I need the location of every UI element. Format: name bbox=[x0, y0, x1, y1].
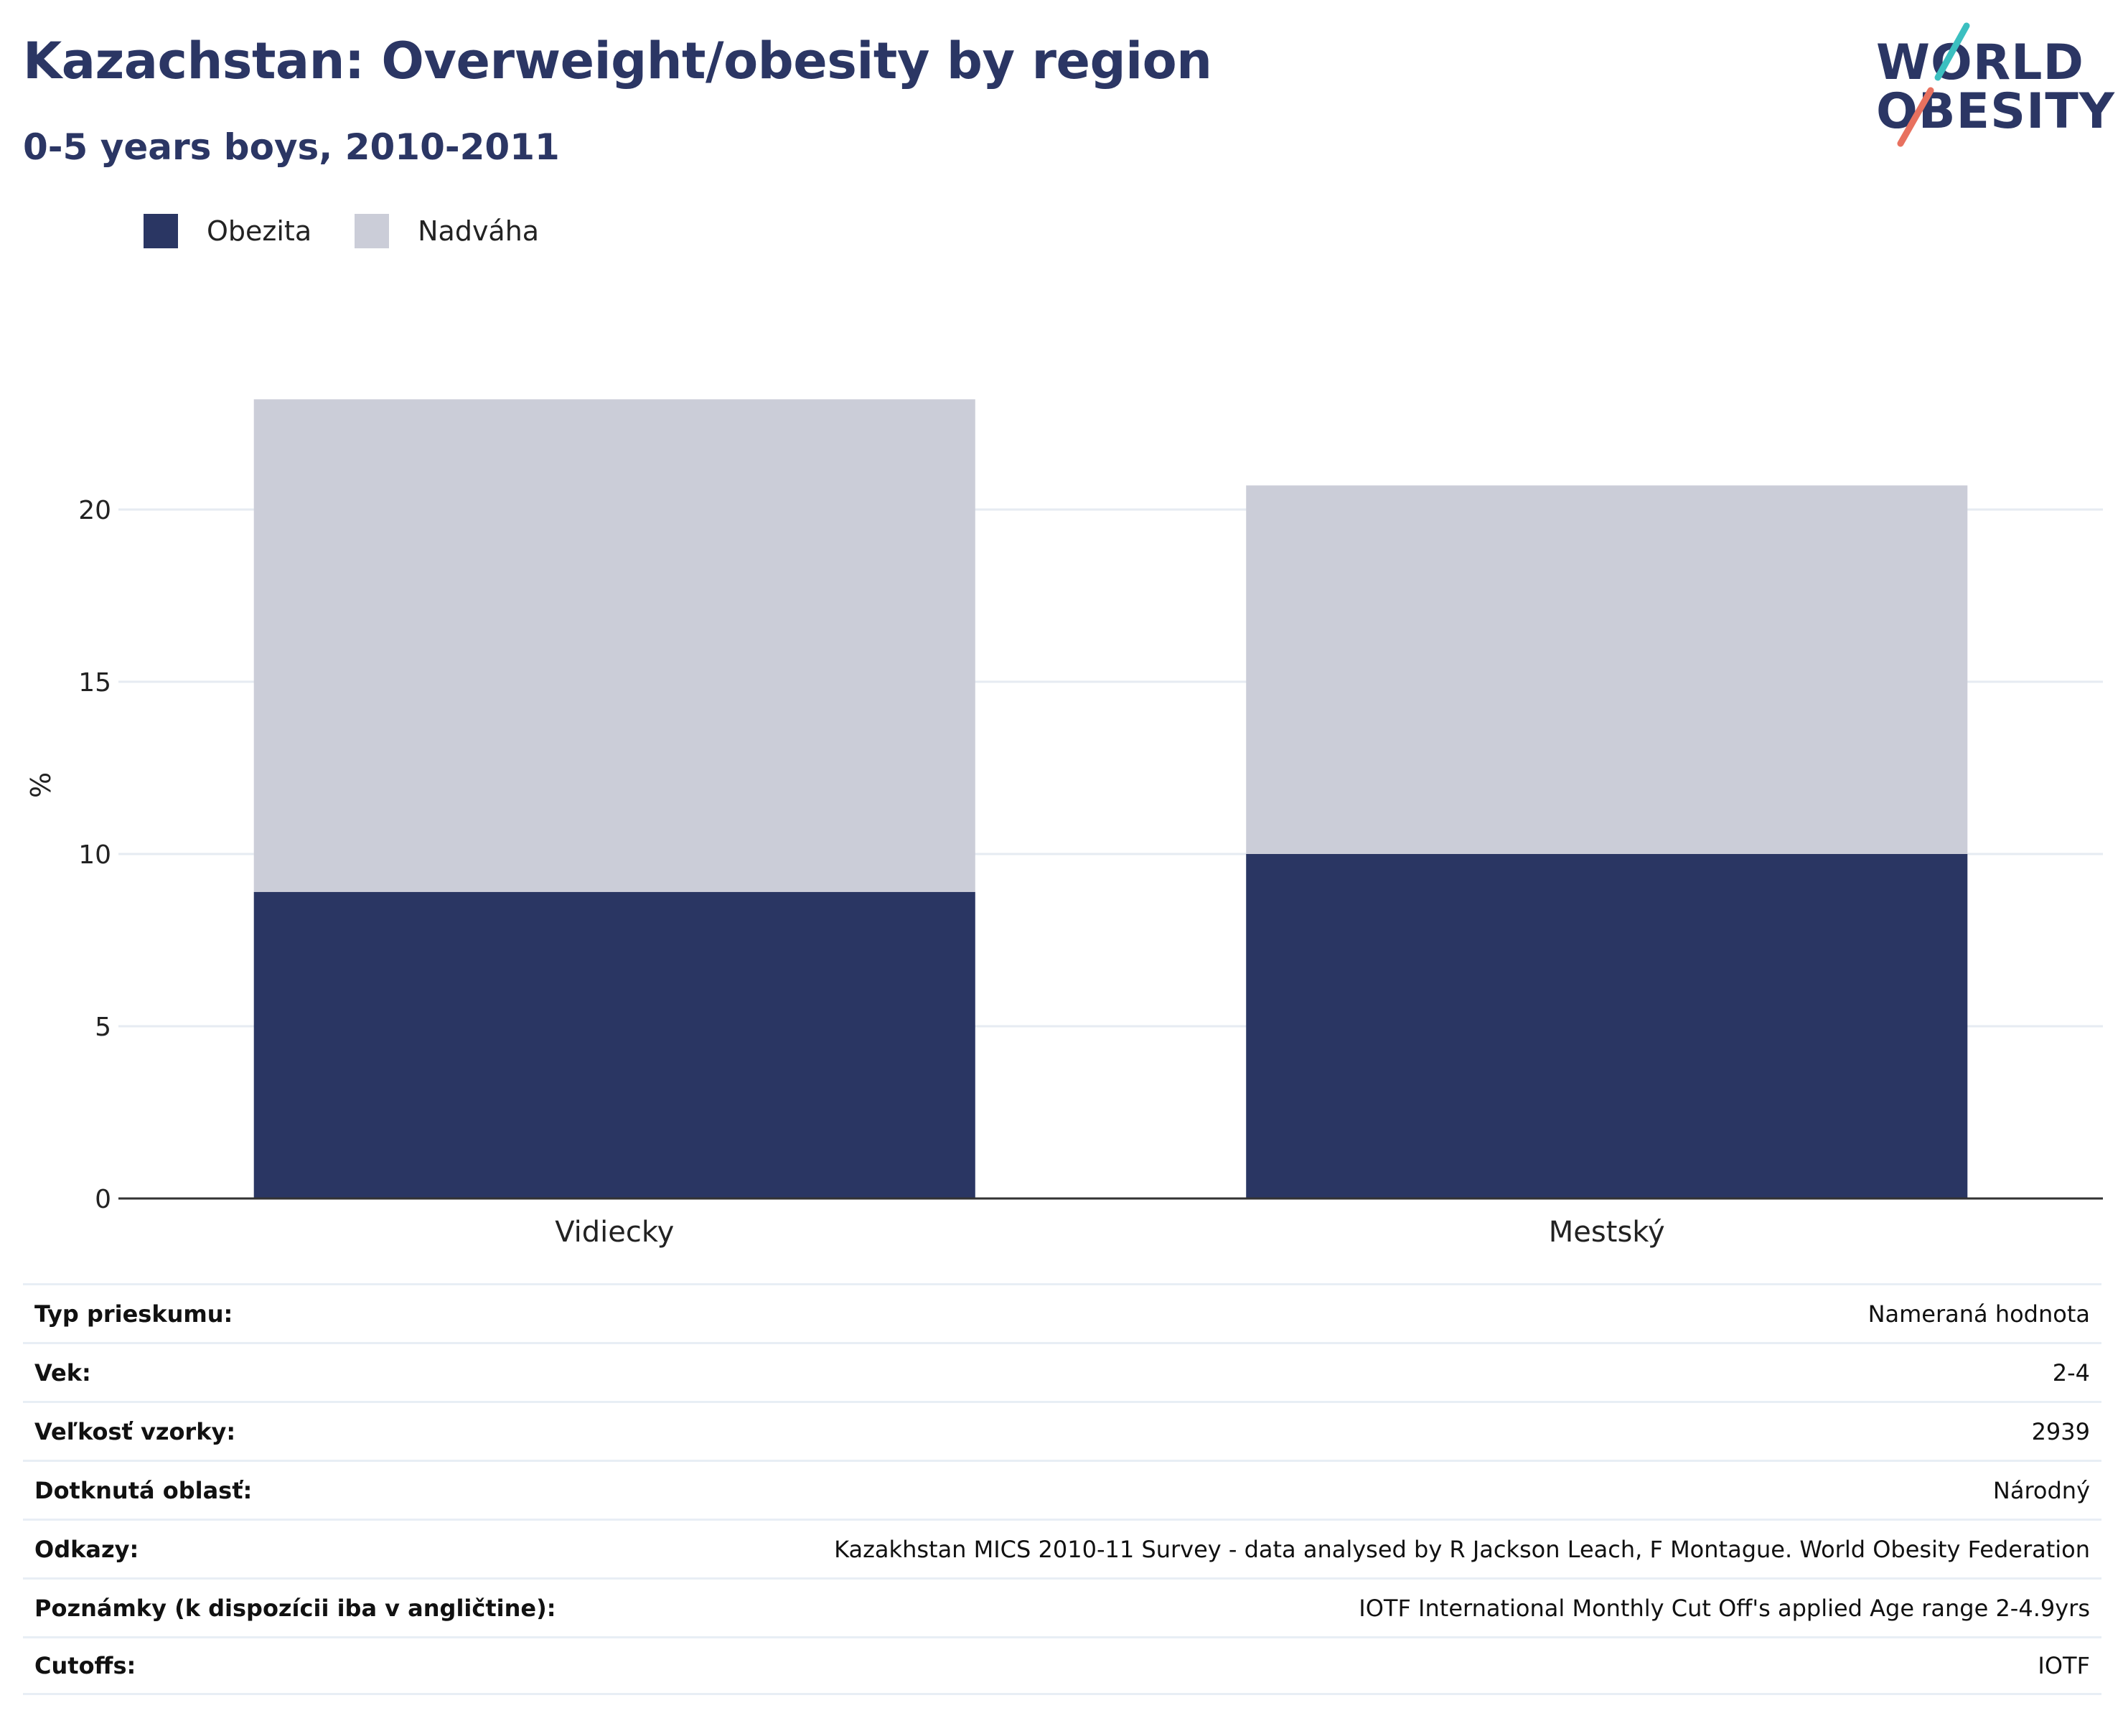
legend-item-nadvaha[interactable]: Nadváha bbox=[355, 214, 539, 248]
meta-key: Cutoffs: bbox=[34, 1652, 136, 1679]
logo-slash-icon bbox=[1897, 22, 1970, 147]
metadata-table: Typ prieskumu: Nameraná hodnota Vek: 2-4… bbox=[23, 1283, 2101, 1695]
bar-nadvaha bbox=[1246, 485, 1968, 854]
bar-obezita bbox=[253, 891, 975, 1198]
meta-key: Poznámky (k dispozícii iba v angličtine)… bbox=[34, 1594, 556, 1622]
meta-value: Nameraná hodnota bbox=[1867, 1300, 2090, 1328]
meta-value: Národný bbox=[1992, 1476, 2090, 1504]
logo-line1: WORLD bbox=[1876, 34, 2084, 91]
meta-row-sample-size: Veľkosť vzorky: 2939 bbox=[23, 1401, 2101, 1460]
x-tick-label: Vidiecky bbox=[555, 1216, 674, 1249]
legend-swatch-obezita bbox=[144, 214, 178, 248]
meta-value: Kazakhstan MICS 2010-11 Survey - data an… bbox=[834, 1535, 2090, 1563]
meta-row-area: Dotknutá oblasť: Národný bbox=[23, 1460, 2101, 1519]
meta-key: Typ prieskumu: bbox=[34, 1300, 233, 1328]
meta-key: Odkazy: bbox=[34, 1535, 139, 1563]
meta-row-cutoffs: Cutoffs: IOTF bbox=[23, 1636, 2101, 1695]
page-subtitle: 0-5 years boys, 2010-2011 bbox=[23, 126, 560, 168]
meta-value: IOTF bbox=[2038, 1652, 2090, 1679]
bar-obezita bbox=[1246, 854, 1968, 1198]
y-tick-label: 15 bbox=[78, 668, 111, 698]
page-title: Kazachstan: Overweight/obesity by region bbox=[23, 32, 1212, 90]
meta-row-survey-type: Typ prieskumu: Nameraná hodnota bbox=[23, 1283, 2101, 1342]
meta-key: Dotknutá oblasť: bbox=[34, 1476, 253, 1504]
legend-swatch-nadvaha bbox=[355, 214, 390, 248]
legend-item-obezita[interactable]: Obezita bbox=[144, 214, 311, 248]
meta-row-notes: Poznámky (k dispozícii iba v angličtine)… bbox=[23, 1577, 2101, 1636]
meta-value: IOTF International Monthly Cut Off's app… bbox=[1359, 1594, 2090, 1622]
y-tick-label: 0 bbox=[95, 1185, 111, 1214]
y-tick-label: 20 bbox=[78, 496, 111, 525]
legend-label-nadvaha: Nadváha bbox=[418, 215, 540, 247]
y-axis-label: % bbox=[25, 772, 57, 798]
y-tick-label: 10 bbox=[78, 840, 111, 870]
bar-nadvaha bbox=[253, 399, 975, 892]
meta-value: 2-4 bbox=[2052, 1359, 2090, 1387]
meta-key: Veľkosť vzorky: bbox=[34, 1417, 236, 1445]
x-tick-label: Mestský bbox=[1549, 1216, 1665, 1249]
legend-label-obezita: Obezita bbox=[207, 215, 312, 247]
meta-value: 2939 bbox=[2031, 1417, 2090, 1445]
stacked-bar-chart: 0 5 10 15 20% Vidiecky Mestský bbox=[25, 399, 2103, 1249]
meta-key: Vek: bbox=[34, 1359, 91, 1387]
world-obesity-logo: WORLD OBESITY bbox=[1866, 20, 2114, 156]
chart-legend: Obezita Nadváha bbox=[144, 214, 582, 248]
meta-row-references: Odkazy: Kazakhstan MICS 2010-11 Survey -… bbox=[23, 1519, 2101, 1577]
y-tick-label: 5 bbox=[95, 1013, 111, 1042]
meta-row-age: Vek: 2-4 bbox=[23, 1342, 2101, 1401]
